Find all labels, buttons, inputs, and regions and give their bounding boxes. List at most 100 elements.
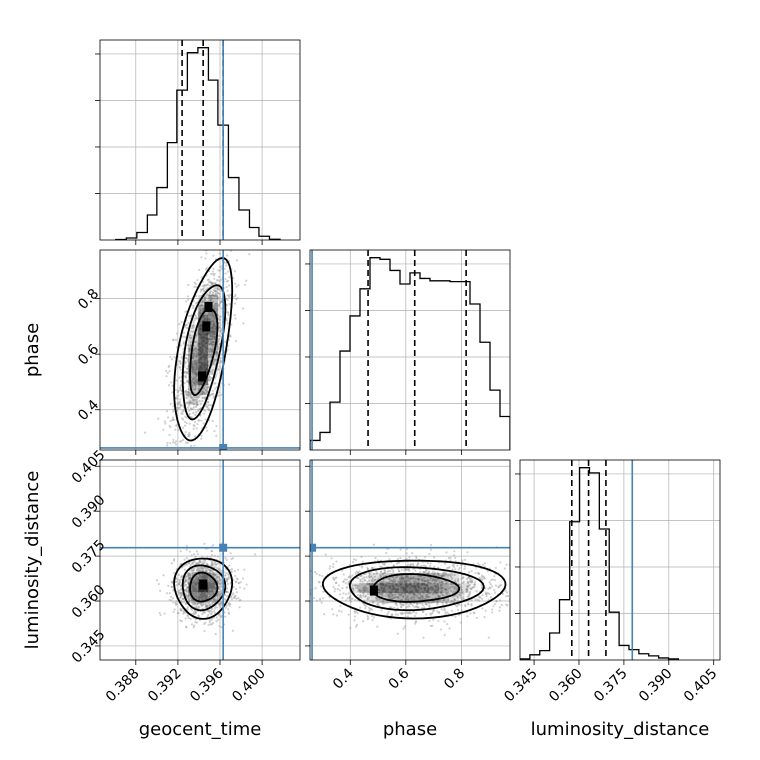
sample-point [219, 329, 222, 332]
sample-point [193, 363, 196, 366]
sample-point [458, 593, 461, 597]
sample-point [429, 586, 432, 589]
density-cell [188, 385, 199, 395]
sample-point [413, 598, 416, 601]
sample-point [416, 577, 420, 581]
sample-point [416, 602, 419, 605]
sample-point [389, 595, 392, 599]
sample-point [202, 594, 205, 597]
sample-point [191, 582, 194, 585]
sample-point [187, 573, 190, 576]
sample-point [220, 600, 223, 603]
sample-point [218, 293, 221, 296]
sample-point [186, 586, 189, 590]
sample-point [217, 592, 220, 596]
sample-point [187, 435, 190, 438]
sample-point [188, 433, 191, 436]
sample-point [442, 571, 446, 574]
sample-point [359, 574, 362, 577]
sample-point [415, 605, 418, 608]
sample-point [155, 579, 159, 582]
sample-point [405, 575, 408, 578]
sample-point [219, 605, 222, 609]
sample-point [409, 563, 413, 566]
sample-point [196, 562, 199, 565]
sample-point [208, 620, 211, 624]
sample-point [231, 629, 235, 632]
sample-point [214, 287, 217, 290]
sample-point [192, 567, 195, 571]
sample-point [471, 579, 474, 582]
sample-point [206, 594, 209, 597]
density-cell [188, 365, 199, 375]
sample-point [211, 320, 215, 323]
sample-point [344, 578, 347, 581]
sample-point [386, 601, 389, 604]
sample-point [228, 335, 231, 338]
sample-point [394, 596, 397, 599]
sample-point [192, 601, 195, 604]
sample-point [218, 301, 222, 304]
sample-point [218, 583, 221, 586]
sample-point [367, 606, 371, 609]
sample-point [452, 563, 455, 566]
sample-point [176, 578, 179, 581]
sample-point [424, 602, 427, 605]
sample-point [195, 596, 199, 599]
sample-point [203, 575, 206, 578]
sample-point [429, 544, 433, 547]
sample-point [404, 598, 407, 601]
sample-point [425, 613, 428, 616]
sample-point [426, 572, 430, 575]
sample-point [428, 605, 431, 608]
sample-point [374, 557, 377, 560]
sample-point [194, 314, 197, 318]
sample-point [203, 286, 206, 289]
sample-point [460, 588, 463, 591]
sample-point [442, 574, 445, 578]
sample-point [194, 364, 197, 367]
sample-point [193, 592, 196, 596]
sample-point [224, 574, 227, 577]
sample-point [440, 580, 443, 583]
sample-point [195, 594, 198, 597]
sample-point [193, 610, 196, 613]
sample-point [388, 594, 391, 598]
sample-point [220, 393, 223, 396]
sample-point [179, 404, 183, 407]
sample-point [433, 573, 436, 577]
sample-point [200, 566, 204, 569]
sample-point [363, 576, 366, 579]
x-tick-label: 0.400 [229, 666, 269, 706]
sample-point [224, 556, 227, 560]
sample-point [194, 618, 197, 621]
sample-point [197, 577, 200, 580]
sample-point [187, 577, 190, 580]
sample-point [219, 602, 223, 605]
sample-point [196, 602, 199, 605]
sample-point [197, 408, 201, 411]
sample-point [199, 593, 203, 596]
sample-point [427, 595, 430, 599]
sample-point [217, 577, 220, 580]
sample-point [194, 355, 197, 358]
sample-point [191, 369, 194, 373]
sample-point [186, 595, 189, 598]
density-cell [198, 345, 209, 355]
sample-point [385, 592, 388, 596]
sample-point [204, 570, 207, 573]
sample-point [342, 592, 345, 595]
sample-point [208, 312, 211, 315]
sample-point [440, 586, 443, 590]
axes-frame [519, 459, 721, 661]
sample-point [404, 576, 407, 579]
sample-point [214, 561, 217, 565]
sample-point [188, 409, 191, 412]
sample-point [191, 585, 194, 588]
sample-point [226, 590, 229, 594]
sample-point [347, 581, 350, 584]
sample-point [183, 362, 187, 365]
sample-point [208, 355, 211, 358]
sample-point [227, 602, 230, 606]
sample-point [405, 576, 408, 579]
